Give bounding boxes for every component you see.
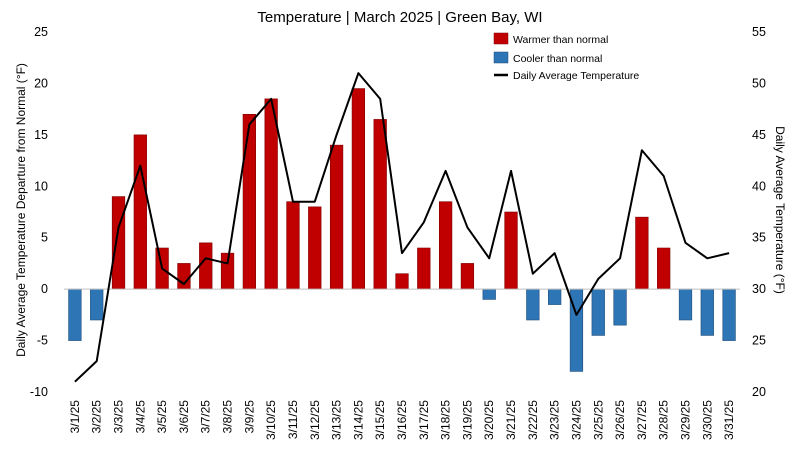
warm-bar — [264, 98, 278, 290]
right-axis-title: Daily Average Temperature (°F) — [773, 126, 787, 294]
x-tick-label: 3/31/25 — [722, 400, 736, 440]
cool-bar — [68, 288, 82, 341]
x-tick-label: 3/2/25 — [90, 400, 104, 434]
chart-title: Temperature | March 2025 | Green Bay, WI — [257, 9, 542, 26]
x-tick-label: 3/4/25 — [133, 400, 147, 434]
x-tick-label: 3/22/25 — [526, 400, 540, 440]
warm-bar — [460, 263, 475, 290]
right-tick-label: 25 — [752, 334, 766, 348]
warm-bar — [242, 113, 256, 290]
x-tick-label: 3/3/25 — [112, 400, 126, 434]
left-tick-label: 15 — [34, 128, 48, 142]
cool-bar — [526, 288, 540, 321]
right-tick-label: 40 — [752, 179, 766, 193]
x-tick-label: 3/20/25 — [482, 400, 496, 440]
warm-bar — [177, 263, 191, 290]
legend-label-line: Daily Average Temperature — [513, 70, 639, 82]
x-tick-label: 3/12/25 — [308, 400, 322, 440]
cool-bar — [482, 288, 496, 300]
x-tick-label: 3/14/25 — [351, 400, 365, 440]
left-tick-label: 25 — [34, 25, 48, 39]
left-tick-label: -10 — [30, 385, 48, 399]
x-tick-label: 3/18/25 — [439, 400, 453, 440]
warm-bar — [417, 247, 431, 290]
cool-bar — [678, 288, 693, 321]
x-tick-label: 3/28/25 — [657, 400, 671, 440]
right-tick-label: 45 — [752, 128, 766, 142]
right-tick-label: 30 — [752, 282, 766, 296]
warm-bar — [395, 273, 409, 290]
daily-average-line-group — [74, 72, 730, 383]
left-tick-label: 10 — [34, 179, 48, 193]
x-tick-label: 3/5/25 — [155, 400, 169, 434]
left-tick-label: 0 — [41, 282, 48, 296]
x-tick-label: 3/29/25 — [678, 400, 692, 440]
x-tick-label: 3/19/25 — [460, 400, 474, 440]
x-axis-ticks: 3/1/25 3/2/25 3/3/25 3/4/25 3/5/25 3/6/25 3/7/… — [68, 400, 736, 440]
warm-bar — [329, 144, 344, 290]
legend-swatch-cool — [493, 51, 509, 64]
left-tick-label: 5 — [41, 231, 48, 245]
right-tick-label: 50 — [752, 76, 766, 90]
x-tick-label: 3/13/25 — [330, 400, 344, 440]
right-axis-ticks: 20 25 30 35 40 45 50 55 — [752, 25, 766, 399]
legend-label-warm: Warmer than normal — [513, 34, 608, 46]
warm-bar — [373, 119, 387, 290]
left-tick-label: 20 — [34, 76, 48, 90]
warm-bar — [286, 201, 300, 290]
legend-swatch-warm — [493, 32, 509, 45]
x-tick-label: 3/25/25 — [591, 400, 605, 440]
warm-bar — [199, 242, 213, 290]
x-tick-label: 3/6/25 — [177, 400, 191, 434]
warm-bar — [504, 211, 518, 290]
warm-bar — [308, 206, 322, 290]
x-tick-label: 3/7/25 — [199, 400, 213, 434]
x-tick-label: 3/9/25 — [242, 400, 256, 434]
x-tick-label: 3/10/25 — [264, 400, 278, 440]
x-tick-label: 3/26/25 — [613, 400, 627, 440]
x-tick-label: 3/1/25 — [68, 400, 82, 434]
x-tick-label: 3/23/25 — [548, 400, 562, 440]
warm-bar — [657, 247, 671, 290]
right-tick-label: 55 — [752, 25, 766, 39]
legend-label-cool: Cooler than normal — [513, 53, 602, 65]
cool-bar — [90, 288, 104, 321]
left-axis-ticks: -10 -5 0 5 10 15 20 25 — [30, 25, 48, 399]
warm-bar — [635, 216, 649, 290]
legend: Warmer than normal Cooler than normal Da… — [493, 32, 639, 82]
x-tick-label: 3/24/25 — [569, 400, 583, 440]
cool-bar — [722, 288, 736, 341]
x-tick-label: 3/8/25 — [221, 400, 235, 434]
warm-bar — [351, 88, 366, 290]
left-axis-title: Daily Average Temperature Departure from… — [14, 63, 28, 357]
left-tick-label: -5 — [37, 334, 48, 348]
departure-bars — [68, 88, 736, 372]
x-tick-label: 3/17/25 — [417, 400, 431, 440]
cool-bar — [613, 288, 627, 326]
cool-bar — [591, 288, 605, 336]
daily-average-temperature-line — [74, 72, 730, 383]
warm-bar — [133, 134, 147, 290]
x-tick-label: 3/15/25 — [373, 400, 387, 440]
x-tick-label: 3/30/25 — [700, 400, 714, 440]
x-tick-label: 3/21/25 — [504, 400, 518, 440]
cool-bar — [548, 288, 562, 305]
warm-bar — [111, 196, 126, 290]
x-tick-label: 3/16/25 — [395, 400, 409, 440]
warm-bar — [438, 201, 453, 290]
x-tick-label: 3/27/25 — [635, 400, 649, 440]
cool-bar — [700, 288, 714, 336]
right-tick-label: 35 — [752, 231, 766, 245]
right-tick-label: 20 — [752, 385, 766, 399]
x-tick-label: 3/11/25 — [286, 400, 300, 439]
